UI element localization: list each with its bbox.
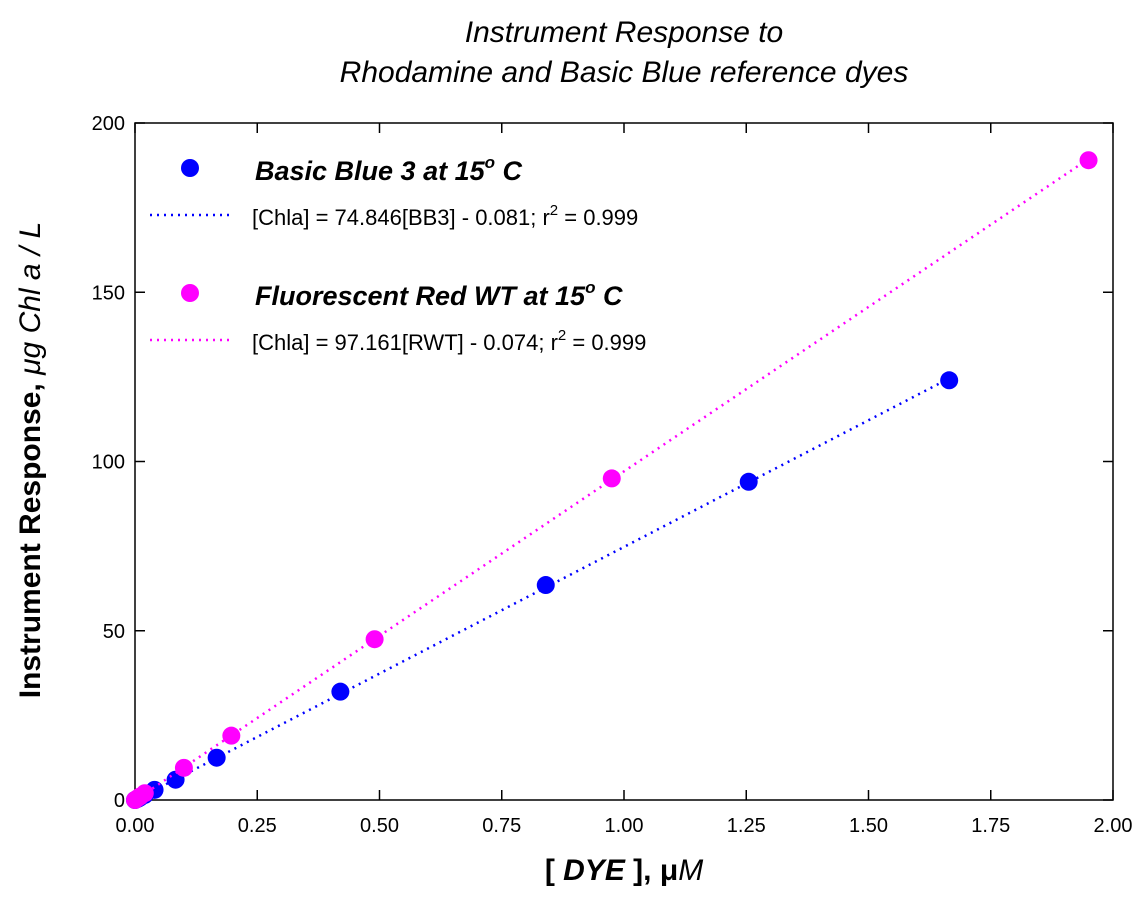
legend-label-part: o xyxy=(585,278,595,297)
fit-label-part: 2 xyxy=(550,202,558,219)
y-axis-title: Instrument Response, μg Chl a / L xyxy=(14,222,47,699)
y-axis-title-part: Instrument Response, xyxy=(14,375,47,698)
x-tick-label: 2.00 xyxy=(1094,815,1133,837)
x-axis-title-part: M xyxy=(678,854,703,887)
legend-marker xyxy=(181,159,199,177)
chart-title: Rhodamine and Basic Blue reference dyes xyxy=(340,56,909,89)
x-tick-label: 0.00 xyxy=(116,815,155,837)
x-tick-label: 0.25 xyxy=(238,815,277,837)
data-point xyxy=(174,758,193,777)
x-tick-label: 1.00 xyxy=(605,815,644,837)
legend-label: Basic Blue 3 at 15o C xyxy=(255,153,523,186)
x-axis-title-part: ], μ xyxy=(625,854,678,887)
x-tick-label: 1.50 xyxy=(849,815,888,837)
x-tick-label: 1.75 xyxy=(971,815,1010,837)
x-tick-label: 0.75 xyxy=(482,815,521,837)
data-point xyxy=(1079,151,1098,170)
fit-line xyxy=(134,377,950,802)
y-tick-label: 100 xyxy=(92,452,125,474)
fit-label: [Chla] = 97.161[RWT] - 0.074; r2 = 0.999 xyxy=(252,327,646,355)
legend-label-part: o xyxy=(485,153,495,172)
legend-label: Fluorescent Red WT at 15o C xyxy=(255,278,623,311)
data-point xyxy=(940,371,959,390)
fit-label-part: [Chla] = 74.846[BB3] - 0.081; r xyxy=(252,205,550,230)
data-point xyxy=(602,469,621,488)
y-tick-label: 50 xyxy=(103,621,125,643)
legend-label-part: C xyxy=(595,281,623,311)
y-tick-label: 200 xyxy=(92,113,125,135)
data-point xyxy=(222,726,241,745)
chart-title: Instrument Response to xyxy=(465,16,784,49)
data-point xyxy=(135,784,154,803)
fit-label-part: = 0.999 xyxy=(558,205,638,230)
legend-marker xyxy=(181,284,199,302)
data-point xyxy=(331,682,350,701)
x-tick-label: 1.25 xyxy=(727,815,766,837)
y-tick-label: 150 xyxy=(92,282,125,304)
data-point xyxy=(536,576,555,595)
y-axis-title-part: μg Chl a / L xyxy=(14,222,47,376)
fit-label: [Chla] = 74.846[BB3] - 0.081; r2 = 0.999 xyxy=(252,202,638,230)
data-point xyxy=(207,748,226,767)
legend-label-part: Fluorescent Red WT at 15 xyxy=(255,281,586,311)
x-tick-label: 0.50 xyxy=(360,815,399,837)
fit-label-part: = 0.999 xyxy=(566,330,646,355)
legend-label-part: Basic Blue 3 at 15 xyxy=(255,156,486,186)
legend-label-part: C xyxy=(495,156,523,186)
y-tick-label: 0 xyxy=(114,790,125,812)
data-point xyxy=(739,472,758,491)
fit-label-part: 2 xyxy=(558,327,566,344)
x-axis-title-part: [ xyxy=(545,854,563,887)
x-axis-title-part: DYE xyxy=(563,854,626,887)
fit-label-part: [Chla] = 97.161[RWT] - 0.074; r xyxy=(252,330,558,355)
x-axis-title: [ DYE ], μM xyxy=(545,854,703,887)
data-point xyxy=(365,630,384,649)
